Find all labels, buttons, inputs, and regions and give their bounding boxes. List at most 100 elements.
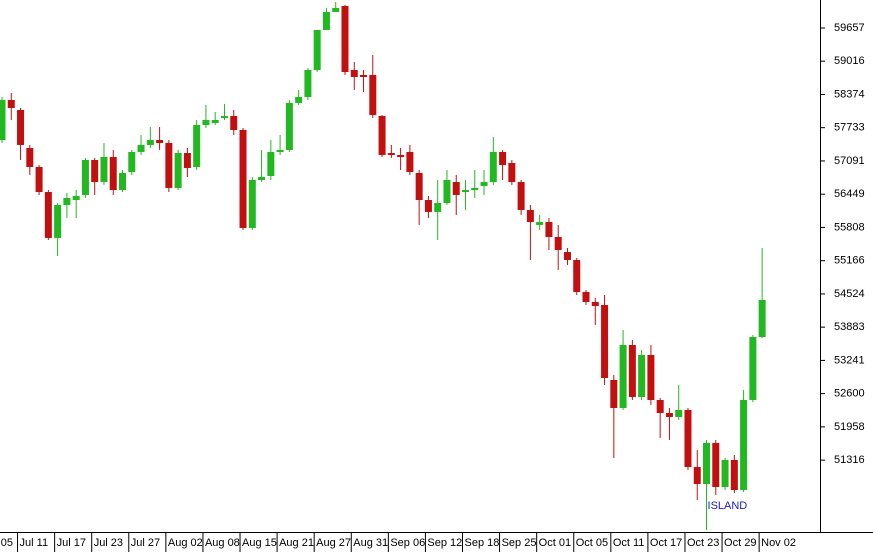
candle-body [536, 222, 544, 225]
candle-body [63, 197, 71, 205]
candle-body [165, 143, 173, 188]
candle-body [647, 354, 655, 400]
candle-body [7, 100, 15, 108]
x-tick-label: Sep 18 [465, 537, 500, 549]
candle-body [740, 400, 748, 490]
candle-body [610, 380, 618, 408]
candle-body [387, 153, 395, 155]
candle-body [749, 336, 757, 400]
candle-body [313, 30, 321, 70]
candle-body [350, 70, 358, 77]
candle-body [406, 151, 414, 173]
candle-body [267, 151, 275, 177]
candle-body [239, 130, 247, 228]
candle-body [443, 180, 451, 204]
candle-body [183, 153, 191, 168]
x-tick-label: Oct 01 [539, 537, 571, 549]
x-tick-label: Sep 06 [390, 537, 425, 549]
x-tick-label: Aug 27 [316, 537, 351, 549]
y-tick-label: 56449 [834, 188, 865, 200]
candle-body [248, 180, 256, 228]
candle-body [526, 210, 534, 223]
candle-body [193, 124, 201, 167]
candle-body [452, 182, 460, 195]
candle-body [146, 140, 154, 145]
y-tick-label: 55166 [834, 255, 865, 267]
candle-body [230, 116, 238, 130]
candle-body [582, 292, 590, 302]
x-tick-label: Jul 23 [94, 537, 123, 549]
candle-body [397, 154, 405, 157]
candle-body [489, 151, 497, 183]
y-tick-label: 54524 [834, 288, 865, 300]
x-tick-label: Oct 29 [724, 537, 756, 549]
candle-body [434, 203, 442, 212]
annotation: ISLAND [708, 500, 748, 512]
y-tick-label: 55808 [834, 221, 865, 233]
candle-body [758, 300, 766, 337]
candle-body [369, 74, 377, 116]
candle-body [471, 187, 479, 190]
candle-body [220, 116, 228, 118]
y-tick-label: 53883 [834, 321, 865, 333]
candle-body [508, 163, 516, 183]
candle-body [26, 147, 34, 167]
x-tick-label: Aug 15 [242, 537, 277, 549]
x-tick-label: Aug 08 [205, 537, 240, 549]
x-tick-label: Jul 17 [57, 537, 86, 549]
candle-body [591, 301, 599, 307]
x-tick-label: 05 [1, 537, 13, 549]
candle-body [81, 160, 89, 195]
candle-body [424, 200, 432, 212]
candle-body [54, 204, 62, 238]
candle-body [499, 151, 507, 165]
candle-body [693, 466, 701, 484]
candle-body [601, 304, 609, 378]
candle-body [119, 173, 127, 190]
candle-body [322, 12, 330, 30]
candle-body [341, 6, 349, 73]
candle-body [517, 182, 525, 210]
x-tick-label: Oct 23 [687, 537, 719, 549]
candle-body [573, 260, 581, 293]
candle-body [675, 410, 683, 417]
candle-body [72, 196, 80, 200]
candle-body [332, 7, 340, 13]
candle-body [128, 151, 136, 173]
candle-body [462, 190, 469, 193]
candle-body [295, 96, 303, 104]
candle-body [730, 460, 738, 490]
y-tick-label: 51958 [834, 421, 865, 433]
y-tick-label: 58374 [834, 88, 865, 100]
y-tick-label: 57091 [834, 155, 865, 167]
x-tick-label: Oct 11 [613, 537, 645, 549]
candle-body [304, 70, 312, 97]
candle-body [415, 173, 423, 200]
candle-body [91, 160, 99, 183]
candle-body [665, 413, 673, 417]
candle-body [703, 443, 711, 484]
candle-body [619, 344, 627, 408]
candle-body [545, 222, 553, 237]
candle-body [360, 74, 368, 77]
x-tick-label: Jul 27 [131, 537, 160, 549]
candle-body [628, 344, 636, 397]
candle-body [137, 144, 145, 152]
x-tick-label: Oct 05 [576, 537, 608, 549]
candle-body [202, 120, 210, 125]
candle-body [721, 460, 729, 487]
y-tick-label: 53241 [834, 354, 865, 366]
x-tick-label: Jul 11 [20, 537, 49, 549]
candle-body [100, 156, 108, 183]
x-tick-label: Aug 31 [353, 537, 388, 549]
candle-body [35, 166, 43, 193]
candle-body [109, 156, 117, 190]
candle-body [258, 176, 266, 180]
x-tick-label: Aug 02 [168, 537, 203, 549]
x-tick-label: Aug 21 [279, 537, 314, 549]
candle-body [17, 110, 25, 145]
candle-body [276, 150, 284, 152]
candle-body [285, 103, 293, 150]
x-tick-label: Oct 17 [650, 537, 682, 549]
